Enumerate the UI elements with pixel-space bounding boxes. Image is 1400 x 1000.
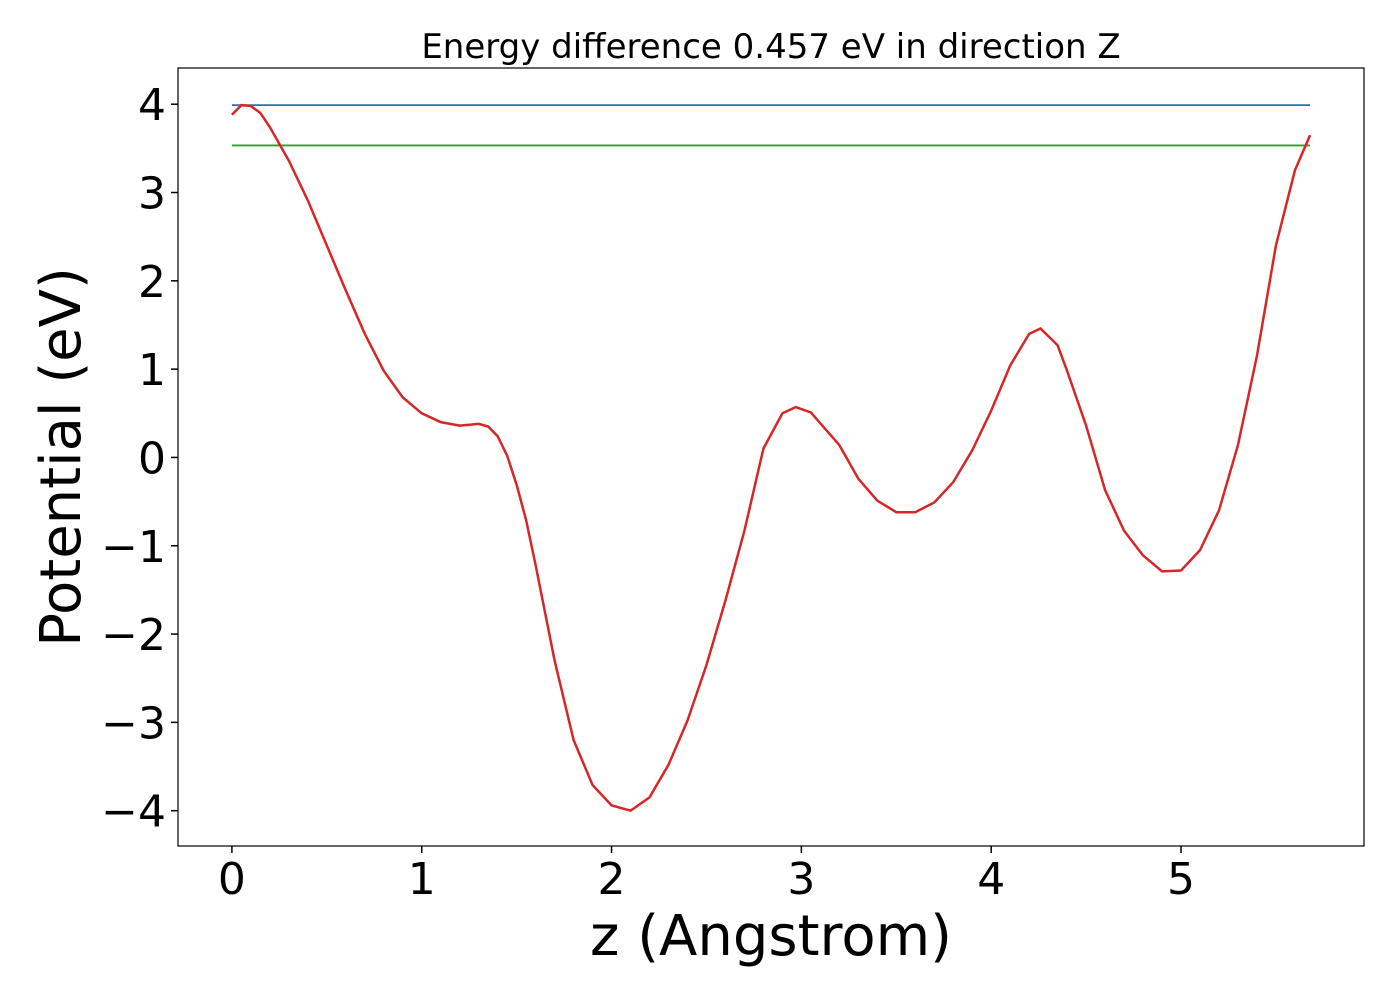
plot-frame <box>177 67 1365 847</box>
x-tick-label: 5 <box>1167 854 1195 905</box>
y-axis-label: Potential (eV) <box>29 267 94 647</box>
y-tick-label: 2 <box>138 257 166 308</box>
y-tick-label: 4 <box>138 80 166 131</box>
y-tick-label: 1 <box>138 345 166 396</box>
y-tick-label: 3 <box>138 169 166 220</box>
x-tick-label: 1 <box>408 854 436 905</box>
x-tick-label: 0 <box>218 854 246 905</box>
y-tick-label: −2 <box>101 610 166 661</box>
x-tick-label: 3 <box>787 854 815 905</box>
x-tick-label: 4 <box>977 854 1005 905</box>
y-tick-label: −4 <box>101 787 166 838</box>
y-tick-label: −1 <box>101 522 166 573</box>
x-axis-label: z (Angstrom) <box>590 904 952 969</box>
y-tick-label: 0 <box>138 433 166 484</box>
line-series <box>231 103 1312 813</box>
y-tick-label: −3 <box>101 698 166 749</box>
x-tick-label: 2 <box>598 854 626 905</box>
chart-title: Energy difference 0.457 eV in direction … <box>421 27 1120 67</box>
